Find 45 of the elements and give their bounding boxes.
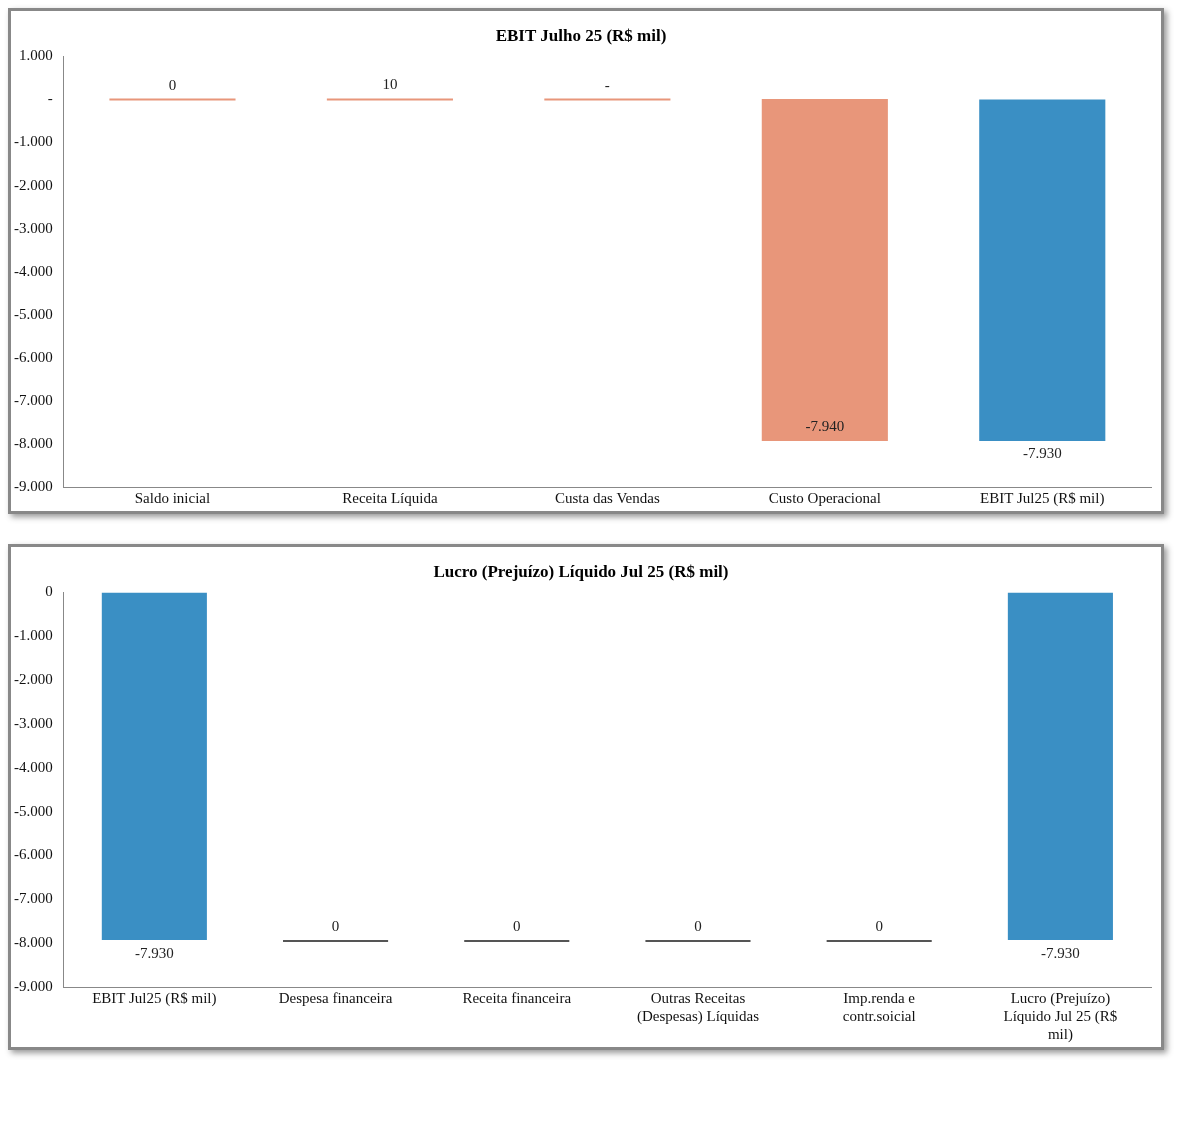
- data-label: 0: [875, 917, 883, 934]
- x-tick-label: Imp.renda e contr.soicial: [842, 989, 916, 1024]
- x-tick-label: EBIT Jul25 (R$ mil): [980, 489, 1105, 507]
- chart-title: Lucro (Prejuízo) Líquido Jul 25 (R$ mil): [433, 561, 729, 581]
- y-tick-label: -5.000: [14, 305, 53, 322]
- y-tick-label: -6.000: [14, 846, 53, 863]
- y-tick-label: -7.000: [14, 890, 53, 907]
- x-tick-label: Receita financeira: [462, 989, 572, 1006]
- y-tick-label: -3.000: [14, 714, 53, 731]
- y-tick-label: -: [47, 90, 53, 107]
- y-tick-label: -2.000: [14, 671, 53, 688]
- data-label: -7.930: [1041, 944, 1080, 961]
- y-tick-label: 1.000: [19, 47, 53, 64]
- x-tick-label: Outras Receitas (Despesas) Líquidas: [636, 989, 760, 1025]
- data-label: -7.930: [134, 944, 174, 961]
- data-label: 10: [382, 76, 398, 93]
- x-tick-label: Custo Operacional: [768, 489, 881, 506]
- y-tick-label: -4.000: [14, 758, 53, 775]
- y-tick-label: -8.000: [14, 934, 53, 951]
- chart-title: EBIT Julho 25 (R$ mil): [495, 25, 667, 45]
- data-label: 0: [513, 917, 521, 934]
- data-label: -: [604, 76, 610, 93]
- y-tick-label: -7.000: [14, 391, 53, 408]
- data-label: 0: [694, 917, 702, 934]
- x-tick-label: Despesa financeira: [278, 989, 393, 1006]
- x-tick-label: Lucro (Prejuízo) Líquido Jul 25 (R$ mil): [1003, 989, 1118, 1043]
- data-label: -7.930: [1022, 445, 1062, 462]
- y-tick-label: 0: [45, 583, 53, 600]
- x-tick-label: Custa das Vendas: [555, 489, 660, 506]
- y-tick-label: -9.000: [14, 477, 53, 494]
- x-tick-label: Saldo inicial: [134, 489, 211, 506]
- data-label: -7.940: [805, 418, 845, 435]
- y-tick-label: -4.000: [14, 262, 53, 279]
- y-tick-label: -6.000: [14, 348, 53, 365]
- y-tick-label: -9.000: [14, 977, 53, 994]
- y-tick-label: -8.000: [14, 434, 53, 451]
- x-tick-label: EBIT Jul25 (R$ mil): [92, 989, 217, 1007]
- y-tick-label: -5.000: [14, 802, 53, 819]
- data-label: 0: [168, 76, 177, 93]
- x-tick-label: Receita Líquida: [342, 489, 438, 506]
- y-tick-label: -1.000: [14, 627, 53, 644]
- data-label: 0: [331, 917, 340, 934]
- y-tick-label: -1.000: [14, 133, 53, 150]
- y-tick-label: -2.000: [14, 176, 53, 193]
- y-tick-label: -3.000: [14, 219, 53, 236]
